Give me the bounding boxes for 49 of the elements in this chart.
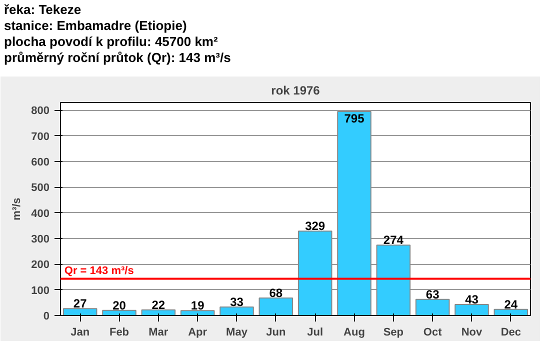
x-tick-label: Jun: [266, 326, 286, 338]
bar: [220, 306, 254, 316]
bar: [258, 298, 294, 316]
y-tick-label: 500: [31, 182, 50, 194]
data-label: 22: [152, 298, 166, 312]
y-tick-label: 700: [31, 130, 50, 143]
data-label: 329: [305, 219, 326, 234]
bar: [454, 304, 489, 316]
y-tick-label: 400: [31, 208, 50, 220]
data-label: 274: [383, 233, 404, 248]
x-tick-label: Feb: [109, 326, 130, 338]
x-tick-label: Aug: [344, 326, 365, 338]
data-label: 24: [504, 297, 518, 312]
y-tick-label: 600: [31, 156, 50, 169]
data-label: 33: [230, 295, 244, 310]
data-label: 68: [269, 286, 283, 300]
bar: [415, 298, 450, 316]
x-tick-label: Oct: [423, 326, 442, 338]
data-label: 63: [426, 287, 440, 302]
x-tick-label: Apr: [188, 326, 208, 338]
bar: [298, 230, 332, 316]
data-label: 19: [190, 298, 205, 313]
x-tick-label: Nov: [461, 326, 484, 338]
text: průměrný roční průtok (Qr): 143 m³/s: [4, 50, 231, 65]
y-tick-label: 200: [31, 259, 50, 272]
x-tick-label: Jan: [70, 326, 90, 338]
y-axis-title: m³/s: [11, 198, 24, 220]
y-tick-label: 800: [31, 105, 50, 118]
bar: [337, 110, 372, 316]
y-tick-label: 0: [43, 310, 50, 322]
data-label: 43: [465, 292, 479, 306]
ref-line-label: Qr = 143 m³/s: [64, 264, 134, 277]
bar: [62, 308, 98, 316]
x-tick-label: Mar: [148, 326, 169, 338]
text: stanice: Embamadre (Etiopie): [4, 18, 187, 33]
bar: [376, 244, 411, 316]
bar: [180, 310, 215, 316]
data-label: 20: [112, 298, 126, 312]
x-tick-label: May: [226, 326, 248, 338]
data-label: 795: [344, 111, 365, 126]
y-tick-label: 100: [31, 284, 50, 297]
text: řeka: Tekeze: [4, 2, 82, 17]
chart-title: rok 1976: [271, 84, 320, 98]
y-tick-label: 300: [31, 234, 50, 246]
x-tick-label: Sep: [383, 326, 404, 338]
data-label: 27: [73, 296, 88, 311]
text: plocha povodí k profilu: 45700 km²: [4, 34, 218, 49]
x-tick-label: Dec: [500, 326, 522, 338]
x-tick-label: Jul: [307, 326, 324, 338]
